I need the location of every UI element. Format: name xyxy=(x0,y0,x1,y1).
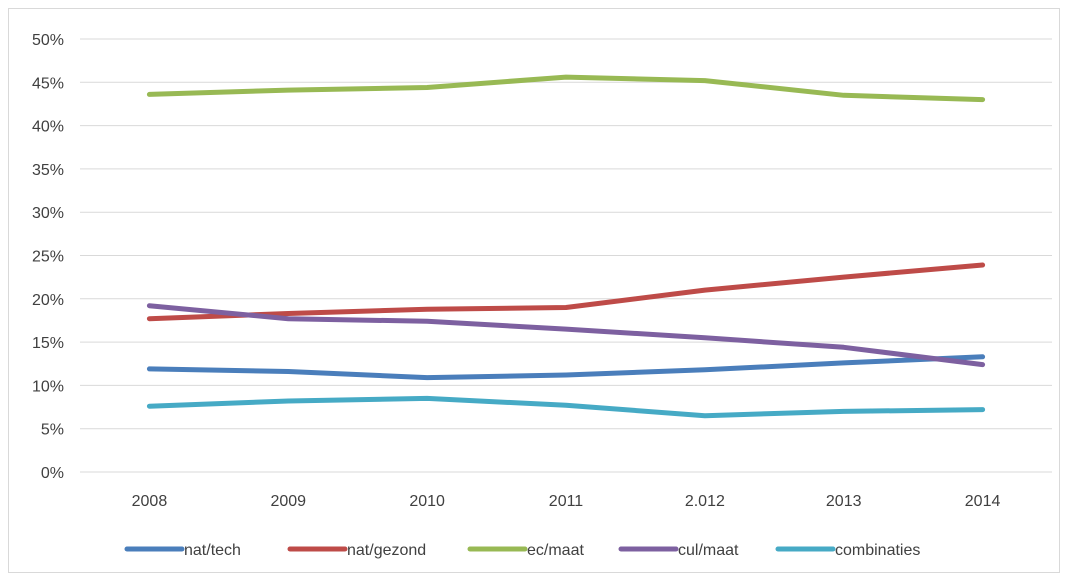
y-tick-label: 40% xyxy=(32,119,64,136)
legend-label-nat-gezond: nat/gezond xyxy=(347,542,426,559)
y-tick-label: 0% xyxy=(41,465,64,482)
x-tick-label: 2.012 xyxy=(685,493,725,510)
x-tick-label: 2008 xyxy=(132,493,168,510)
y-tick-label: 35% xyxy=(32,162,64,179)
legend-label-cul-maat: cul/maat xyxy=(678,542,739,559)
series-line-cul-maat xyxy=(146,303,986,368)
y-tick-label: 30% xyxy=(32,205,64,222)
series-line-ec-maat xyxy=(146,74,986,103)
chart-frame xyxy=(8,8,1060,573)
legend-label-combinaties: combinaties xyxy=(835,542,920,559)
y-tick-label: 50% xyxy=(32,32,64,49)
series-line-combinaties xyxy=(146,395,986,419)
legend-label-nat-tech: nat/tech xyxy=(184,542,241,559)
x-tick-label: 2010 xyxy=(409,493,445,510)
y-tick-label: 10% xyxy=(32,378,64,395)
legend: nat/tech nat/gezond ec/maat cul/maat combina… xyxy=(124,542,920,559)
y-tick-label: 5% xyxy=(41,422,64,439)
x-tick-label: 2014 xyxy=(965,493,1001,510)
x-tick-label: 2011 xyxy=(549,493,584,510)
y-tick-label: 25% xyxy=(32,249,64,266)
x-tick-label: 2013 xyxy=(826,493,862,510)
x-axis-tick-labels: 2008 2009 2010 2011 2.012 2013 2014 xyxy=(132,493,1001,510)
y-tick-label: 15% xyxy=(32,335,64,352)
series-line-nat-tech xyxy=(146,354,986,381)
series-line-nat-gezond xyxy=(146,262,986,322)
y-axis-tick-labels: 0% 5% 10% 15% 20% 25% 30% 35% 40% 45% 50% xyxy=(32,32,64,482)
legend-label-ec-maat: ec/maat xyxy=(527,542,584,559)
gridlines xyxy=(80,38,1052,473)
x-tick-label: 2009 xyxy=(270,493,306,510)
y-tick-label: 20% xyxy=(32,292,64,309)
y-tick-label: 45% xyxy=(32,75,64,92)
series-lines xyxy=(146,74,986,419)
